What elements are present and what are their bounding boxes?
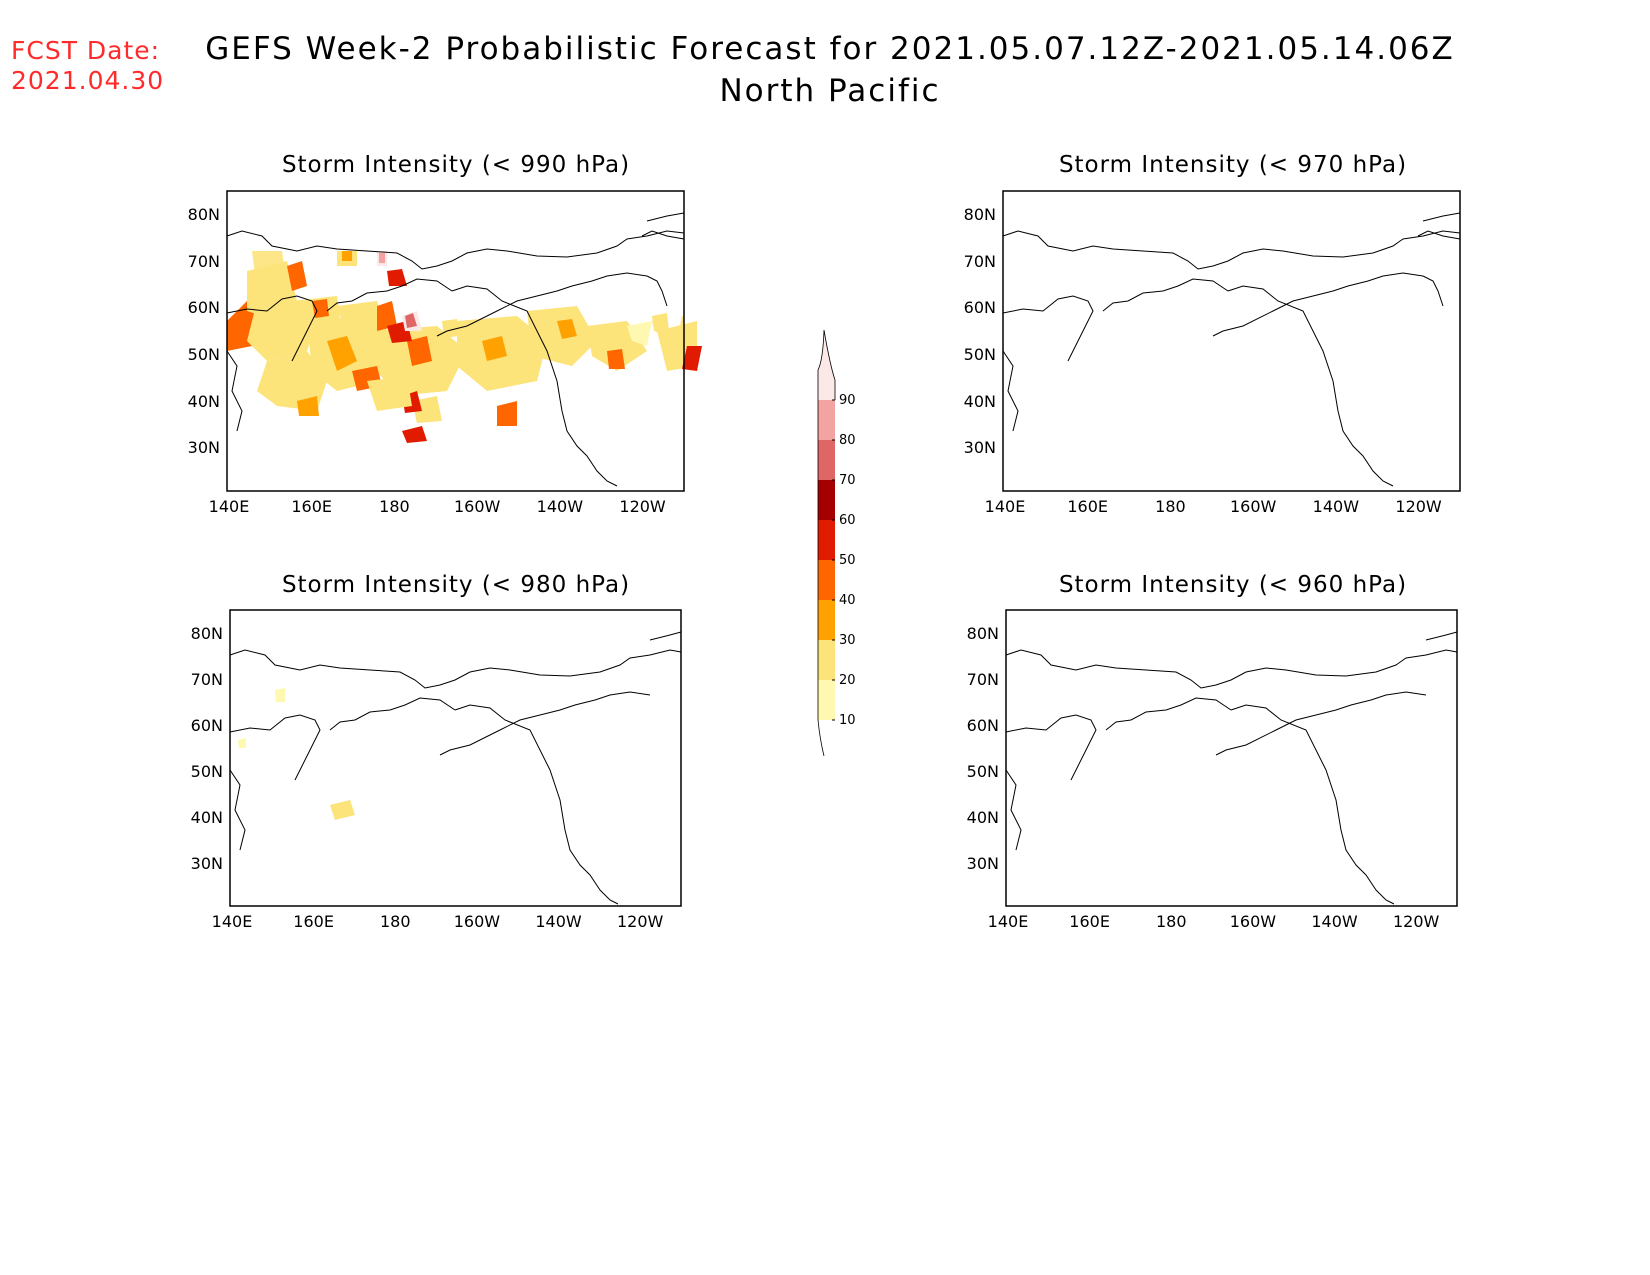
lat-tick-label: 40N <box>187 391 220 411</box>
lat-tick-label: 60N <box>187 298 220 318</box>
lat-tick-label: 70N <box>966 669 999 689</box>
colorbar-label: 60 <box>839 513 856 528</box>
lat-tick-label: 70N <box>190 669 223 689</box>
lat-tick-label: 50N <box>966 761 999 781</box>
lon-tick-label: 180 <box>379 497 410 516</box>
lon-tick-label: 160W <box>1229 912 1277 931</box>
lat-tick-label: 60N <box>966 715 999 735</box>
lon-tick-label: 180 <box>1155 497 1186 516</box>
colorbar-label: 10 <box>839 713 856 728</box>
colorbar-swatch <box>818 440 835 480</box>
colorbar-swatch <box>818 560 835 600</box>
colorbar-label: 90 <box>839 393 856 408</box>
lat-tick-label: 70N <box>187 251 220 271</box>
forecast-date-label: FCST Date: <box>11 36 161 65</box>
lon-tick-label: 140E <box>208 497 250 516</box>
map-panel-990 <box>226 190 702 492</box>
coastline <box>226 212 685 487</box>
lat-tick-label: 80N <box>963 205 996 224</box>
lon-tick-label: 140W <box>535 912 582 931</box>
map-panel-980 <box>229 609 682 907</box>
lon-tick-label: 140W <box>1312 497 1360 516</box>
lon-tick-label: 160E <box>1069 912 1110 931</box>
forecast-date-value: 2021.04.30 <box>11 66 165 95</box>
lat-tick-label: 80N <box>966 624 999 643</box>
panel-title-960: Storm Intensity (< 960 hPa) <box>1058 572 1408 598</box>
lat-tick-label: 60N <box>190 715 223 735</box>
map-panel-960 <box>1005 609 1458 907</box>
probability-shading <box>238 688 355 820</box>
title-line-1: GEFS Week-2 Probabilistic Forecast for 2… <box>205 31 1455 67</box>
lat-tick-label: 50N <box>963 345 996 364</box>
lat-tick-label: 30N <box>190 853 223 873</box>
map-frame <box>229 609 682 907</box>
probability-shading <box>227 251 702 443</box>
coastline <box>1002 212 1461 487</box>
lat-tick-label: 50N <box>190 761 223 781</box>
panel-title-980: Storm Intensity (< 980 hPa) <box>281 572 631 598</box>
lat-tick-label: 40N <box>963 391 996 411</box>
colorbar-cap <box>817 329 836 400</box>
lon-tick-label: 120W <box>616 912 664 931</box>
coastline <box>1005 631 1458 905</box>
lon-tick-label: 120W <box>1395 497 1442 516</box>
lon-tick-label: 120W <box>619 497 666 516</box>
lon-tick-label: 160W <box>453 497 501 516</box>
lat-tick-label: 60N <box>963 298 996 318</box>
colorbar-label: 80 <box>839 433 856 448</box>
lon-tick-label: 160E <box>293 912 334 931</box>
lat-tick-label: 70N <box>963 251 996 271</box>
lon-tick-label: 140E <box>984 497 1026 516</box>
map-frame <box>226 190 685 492</box>
lon-tick-label: 160E <box>1067 497 1109 516</box>
lon-tick-label: 140W <box>536 497 584 516</box>
lat-tick-label: 80N <box>190 624 223 643</box>
colorbar-swatch <box>818 520 835 560</box>
colorbar-label: 30 <box>839 633 856 648</box>
colorbar-swatch <box>818 640 835 680</box>
lon-tick-label: 120W <box>1392 912 1440 931</box>
lat-tick-label: 30N <box>963 438 996 458</box>
colorbar-label: 70 <box>839 473 856 488</box>
panel-title-990: Storm Intensity (< 990 hPa) <box>281 152 631 178</box>
colorbar-tail <box>817 719 825 757</box>
lat-tick-label: 80N <box>187 205 220 224</box>
map-frame <box>1002 190 1461 492</box>
lat-tick-label: 30N <box>187 438 220 458</box>
panel-title-970: Storm Intensity (< 970 hPa) <box>1058 152 1408 178</box>
lon-tick-label: 160W <box>453 912 501 931</box>
map-frame <box>1005 609 1458 907</box>
lon-tick-label: 180 <box>1155 912 1187 931</box>
lon-tick-label: 140W <box>1311 912 1358 931</box>
colorbar-label: 40 <box>839 593 856 608</box>
lon-tick-label: 180 <box>379 912 411 931</box>
lat-tick-label: 50N <box>187 345 220 364</box>
lon-tick-label: 160W <box>1229 497 1277 516</box>
coastline <box>229 631 682 905</box>
title-line-2: North Pacific <box>719 73 941 109</box>
lat-tick-label: 40N <box>966 807 999 827</box>
lon-tick-label: 140E <box>211 912 253 931</box>
colorbar-swatch <box>818 600 835 640</box>
colorbar-swatch <box>818 480 835 520</box>
lon-tick-label: 160E <box>291 497 333 516</box>
colorbar-label: 20 <box>839 673 856 688</box>
colorbar-swatch <box>818 400 835 440</box>
lat-tick-label: 30N <box>966 853 999 873</box>
colorbar: 90 80 70 60 50 40 30 20 10 <box>817 329 856 757</box>
forecast-date-block: FCST Date: 2021.04.30 <box>11 36 164 96</box>
map-panel-970 <box>1002 190 1461 492</box>
colorbar-swatch <box>818 680 835 720</box>
lat-tick-label: 40N <box>190 807 223 827</box>
lon-tick-label: 140E <box>987 912 1029 931</box>
page-title: GEFS Week-2 Probabilistic Forecast for 2… <box>170 28 1490 112</box>
colorbar-label: 50 <box>839 553 856 568</box>
